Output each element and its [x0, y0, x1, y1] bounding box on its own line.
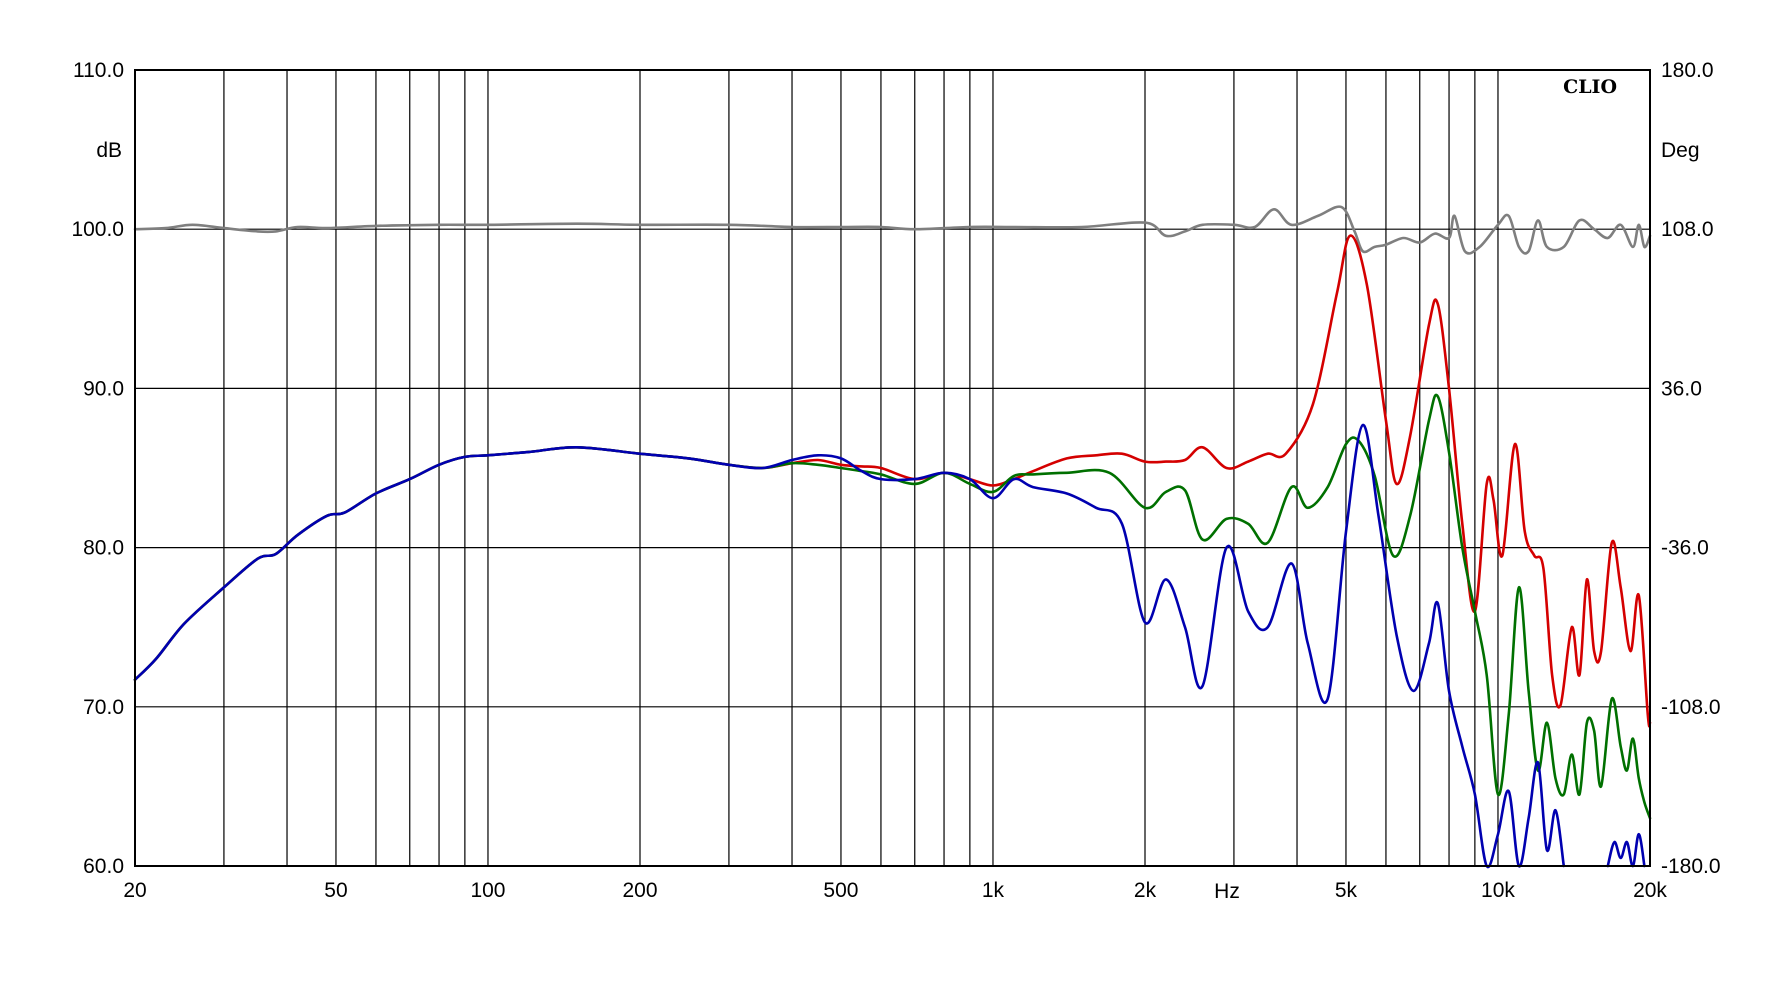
y-left-tick-label-3: 80.0: [83, 537, 124, 560]
y-left-tick-label-1: 100.0: [71, 218, 124, 241]
y-right-tick-label-5: -180.0: [1661, 855, 1721, 878]
y-left-tick-label-2: 90.0: [83, 377, 124, 400]
y-left-tick-label-4: 70.0: [83, 696, 124, 719]
x-tick-label-8: 10k: [1481, 879, 1515, 902]
y-right-tick-label-4: -108.0: [1661, 696, 1721, 719]
x-tick-label-2: 100: [470, 879, 505, 902]
tick-labels: 20 50 100 200 500 1k 2k 5k 10k 20k 110.0 100.0 90.0 8…: [71, 59, 1720, 902]
y-right-tick-label-3: -36.0: [1661, 537, 1709, 560]
y-left-tick-label-0: 110.0: [73, 59, 124, 82]
x-tick-label-1: 50: [324, 879, 347, 902]
x-tick-label-9: 20k: [1633, 879, 1667, 902]
x-tick-label-5: 1k: [982, 879, 1005, 902]
y-left-unit-label: dB: [96, 139, 122, 162]
series-line-0: [133, 205, 1652, 255]
x-tick-label-7: 5k: [1335, 879, 1358, 902]
series-layer: [133, 205, 1652, 869]
plot-frame: [134, 69, 1651, 867]
x-tick-label-0: 20: [123, 879, 146, 902]
y-left-tick-label-5: 60.0: [83, 855, 124, 878]
series-line-4: [1606, 832, 1646, 868]
y-right-tick-label-1: 108.0: [1661, 218, 1714, 241]
y-right-tick-label-2: 36.0: [1661, 377, 1702, 400]
x-tick-label-4: 500: [823, 879, 858, 902]
x-tick-label-3: 200: [622, 879, 657, 902]
x-tick-label-6: 2k: [1134, 879, 1157, 902]
series-line-3: [133, 423, 1566, 869]
y-right-unit-label: Deg: [1661, 139, 1700, 162]
x-unit-label: Hz: [1214, 880, 1240, 903]
clio-brand-label: CLIO: [1563, 76, 1617, 98]
y-right-tick-label-0: 180.0: [1661, 59, 1714, 82]
